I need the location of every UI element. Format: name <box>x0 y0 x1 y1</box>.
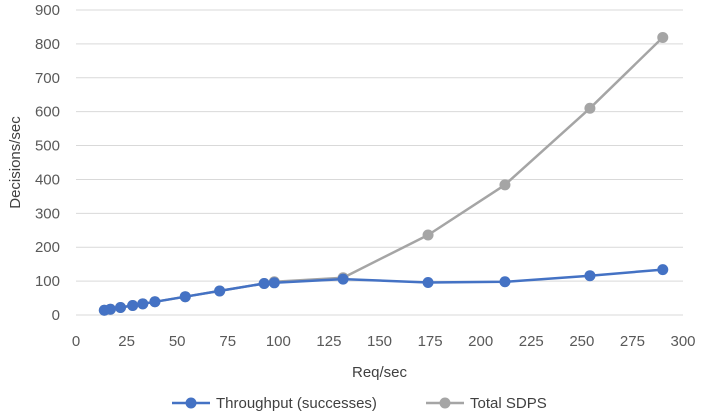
y-tick-label: 100 <box>35 273 60 290</box>
series-line <box>104 36 664 312</box>
series-layer <box>98 31 669 316</box>
data-point <box>149 296 161 308</box>
data-point <box>584 102 596 114</box>
x-tick-label: 275 <box>620 333 645 350</box>
data-point <box>104 303 116 315</box>
x-tick-label: 225 <box>519 333 544 350</box>
x-tick-label: 175 <box>418 333 443 350</box>
x-tick-label: 150 <box>367 333 392 350</box>
x-axis-tick-labels: 0 25 50 75 100 125 150 175 200 225 250 275 300 <box>72 333 696 350</box>
y-axis-title: Decisions/sec <box>7 116 24 209</box>
x-tick-label: 200 <box>468 333 493 350</box>
data-point <box>268 277 280 289</box>
data-point <box>214 285 226 297</box>
data-point <box>127 300 139 312</box>
data-point <box>337 273 349 285</box>
x-tick-label: 250 <box>569 333 594 350</box>
data-point <box>422 276 434 288</box>
x-tick-label: 100 <box>266 333 291 350</box>
data-point <box>499 276 511 288</box>
legend-item-total-sdps: Total SDPS <box>426 395 547 411</box>
data-point <box>258 277 270 289</box>
y-tick-label: 500 <box>35 138 60 155</box>
data-point <box>179 291 191 303</box>
x-tick-label: 0 <box>72 333 80 350</box>
legend-label-throughput: Throughput (successes) <box>216 395 377 411</box>
series-throughput <box>98 264 669 316</box>
legend-item-throughput: Throughput (successes) <box>172 395 377 411</box>
data-point <box>657 264 669 276</box>
series-line <box>104 268 663 312</box>
x-tick-label: 300 <box>670 333 695 350</box>
data-point <box>584 270 596 282</box>
legend-swatch-marker <box>185 397 197 409</box>
data-point <box>137 298 149 310</box>
y-tick-label: 200 <box>35 239 60 256</box>
legend: Throughput (successes) Total SDPS <box>172 395 547 411</box>
y-tick-label: 400 <box>35 171 60 188</box>
data-point <box>115 302 127 314</box>
data-point <box>499 179 511 191</box>
y-tick-label: 700 <box>35 70 60 87</box>
x-axis-title: Req/sec <box>352 364 408 381</box>
x-tick-label: 50 <box>169 333 186 350</box>
legend-swatch-marker <box>439 397 451 409</box>
data-point <box>657 31 669 43</box>
series-total-sdps <box>98 31 669 316</box>
y-tick-label: 0 <box>52 307 60 324</box>
x-tick-label: 25 <box>118 333 135 350</box>
gridlines <box>76 9 683 282</box>
y-tick-label: 900 <box>35 2 60 19</box>
y-tick-label: 300 <box>35 205 60 222</box>
x-tick-label: 125 <box>316 333 341 350</box>
legend-label-total-sdps: Total SDPS <box>470 395 547 411</box>
y-tick-label: 600 <box>35 104 60 121</box>
y-axis-tick-labels: 0 100 200 300 400 500 600 700 800 900 <box>35 2 60 324</box>
x-tick-label: 75 <box>219 333 236 350</box>
data-point <box>422 229 434 241</box>
y-tick-label: 800 <box>35 36 60 53</box>
